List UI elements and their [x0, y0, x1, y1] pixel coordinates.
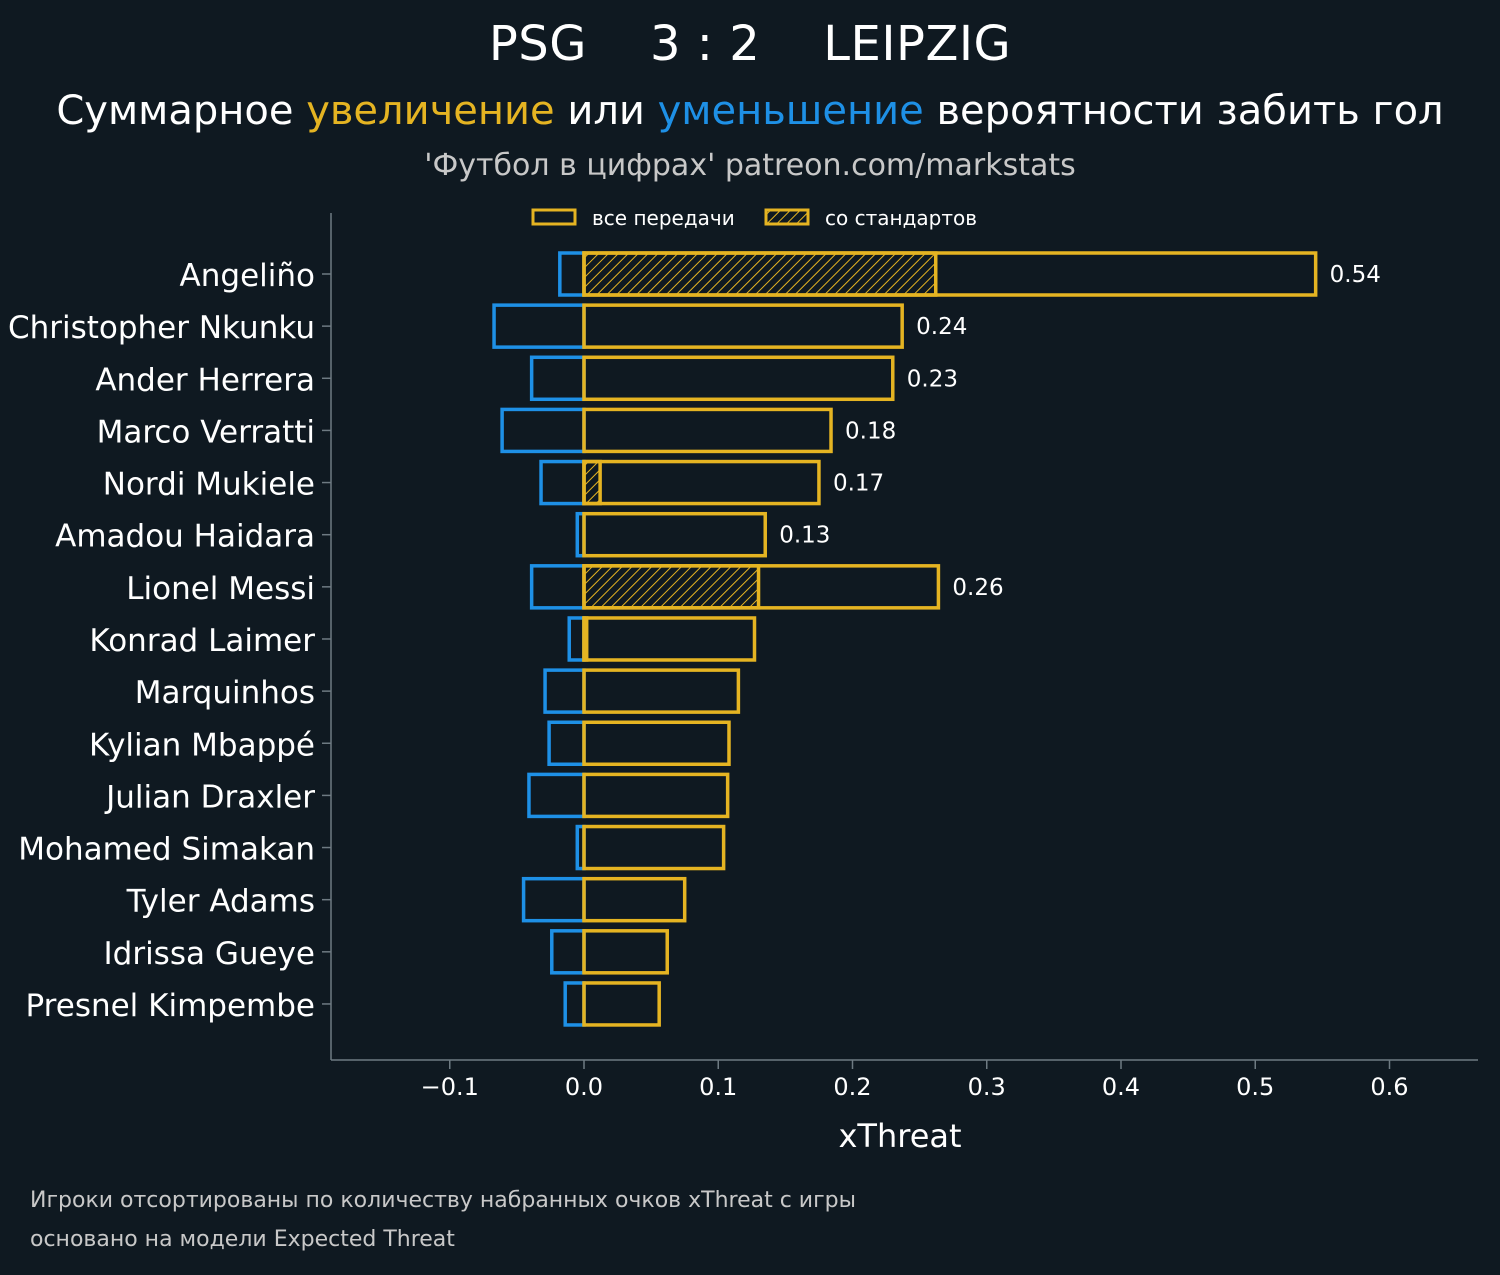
y-tick-label: Marquinhos — [135, 675, 315, 711]
negative-bar — [558, 251, 586, 297]
data-label: 0.26 — [952, 575, 1003, 601]
bar-row — [543, 668, 741, 714]
negative-bar — [527, 772, 586, 819]
bar-row — [547, 720, 731, 767]
positive-bar — [582, 616, 757, 662]
positive-bar — [582, 876, 687, 923]
legend-label-set-pieces: со стандартов — [825, 206, 977, 230]
subtitle-part1: Суммарное — [56, 88, 307, 134]
bar-row: 0.13 — [575, 511, 830, 558]
negative-bar — [563, 981, 586, 1027]
positive-bar — [582, 981, 661, 1027]
negative-bar — [547, 720, 586, 767]
bar-row — [521, 876, 687, 923]
data-label: 0.13 — [779, 523, 830, 549]
y-tick-label: Kylian Mbappé — [89, 727, 315, 763]
set-piece-bar — [582, 564, 761, 610]
negative-bar — [543, 668, 586, 714]
away-team: LEIPZIG — [823, 16, 1012, 72]
data-label: 0.17 — [833, 471, 884, 497]
negative-bar — [550, 929, 586, 975]
data-label: 0.54 — [1330, 262, 1381, 288]
data-label: 0.23 — [907, 366, 958, 392]
x-tick-label: 0.5 — [1236, 1073, 1274, 1101]
subtitle-part2: или — [554, 88, 658, 134]
bar-row: 0.18 — [500, 407, 896, 454]
chart-subtitle: Суммарное увеличение или уменьшение веро… — [0, 88, 1500, 134]
positive-bar — [582, 407, 833, 454]
bar-row: 0.24 — [492, 303, 967, 349]
positive-bar — [582, 564, 941, 610]
bar-row — [527, 772, 730, 819]
positive-bar — [582, 824, 726, 871]
footnote-line2: основано на модели Expected Threat — [30, 1227, 455, 1252]
negative-bar — [529, 564, 586, 610]
x-tick-label: −0.1 — [421, 1073, 479, 1101]
positive-bar — [582, 668, 741, 714]
legend-label-all-passes: все передачи — [592, 206, 735, 230]
positive-bar — [582, 772, 730, 819]
bar-row — [563, 981, 661, 1027]
y-tick-label: Nordi Mukiele — [103, 467, 315, 503]
score: 3 : 2 — [649, 16, 761, 72]
chart-title: PSG 3 : 2 LEIPZIG — [0, 16, 1500, 72]
x-tick-label: 0.1 — [699, 1073, 737, 1101]
subtitle-decrease: уменьшение — [657, 88, 924, 134]
negative-bar — [492, 303, 586, 349]
negative-bar — [521, 876, 586, 923]
negative-bar — [529, 355, 586, 402]
footnote-line1: Игроки отсортированы по количеству набра… — [30, 1188, 856, 1213]
set-piece-bar — [582, 459, 602, 506]
y-tick-label: Lionel Messi — [126, 571, 315, 607]
bar-row: 0.23 — [529, 355, 958, 402]
y-tick-label: Julian Draxler — [104, 779, 315, 815]
subtitle-part3: вероятности забить гол — [923, 88, 1444, 134]
negative-bar — [539, 459, 586, 506]
y-tick-label: Marco Verratti — [97, 414, 315, 450]
legend-swatch-all-passes — [531, 208, 577, 226]
positive-bar — [582, 720, 731, 767]
y-tick-label: Konrad Laimer — [89, 623, 315, 659]
positive-bar — [582, 511, 767, 558]
home-team: PSG — [488, 16, 587, 72]
x-tick-label: 0.4 — [1102, 1073, 1140, 1101]
set-piece-bar — [582, 251, 938, 297]
negative-bar — [500, 407, 586, 454]
bar-row: 0.17 — [539, 459, 884, 506]
x-tick-label: 0.6 — [1370, 1073, 1408, 1101]
legend: все передачи со стандартов — [531, 206, 977, 230]
credit-line: 'Футбол в цифрах' patreon.com/markstats — [424, 148, 1076, 183]
data-label: 0.18 — [845, 418, 896, 444]
y-tick-label: Angeliño — [180, 258, 315, 294]
negative-bar — [567, 616, 586, 662]
positive-bar — [582, 303, 904, 349]
x-tick-label: 0.2 — [833, 1073, 871, 1101]
y-tick-label: Presnel Kimpembe — [26, 988, 315, 1024]
bar-row — [550, 929, 669, 975]
data-label: 0.24 — [916, 314, 967, 340]
axes-group: Angeliño Christopher Nkunku Ander Herrera M… — [8, 213, 1478, 1155]
subtitle-increase: увеличение — [306, 88, 555, 134]
bar-row: 0.26 — [529, 564, 1004, 610]
legend-swatch-set-pieces — [764, 208, 810, 226]
positive-bar — [582, 459, 821, 506]
y-tick-label: Christopher Nkunku — [8, 310, 315, 346]
bar-row: 0.54 — [558, 251, 1381, 297]
positive-bar — [582, 355, 895, 402]
bar-row — [575, 824, 726, 871]
y-tick-label: Ander Herrera — [95, 362, 315, 398]
y-tick-label: Amadou Haidara — [55, 519, 315, 555]
y-tick-label: Idrissa Gueye — [104, 936, 316, 972]
positive-bar — [582, 929, 669, 975]
x-tick-label: 0.3 — [968, 1073, 1006, 1101]
y-tick-label: Mohamed Simakan — [18, 832, 315, 868]
x-tick-label: 0.0 — [565, 1073, 603, 1101]
y-tick-label: Tyler Adams — [126, 884, 315, 920]
x-axis-label: xThreat — [838, 1117, 961, 1155]
positive-bar — [582, 251, 1318, 297]
bar-row — [567, 616, 757, 662]
bars-group: 0.54 0.24 0.23 0.18 0.170.13 0.26 — [492, 251, 1381, 1027]
